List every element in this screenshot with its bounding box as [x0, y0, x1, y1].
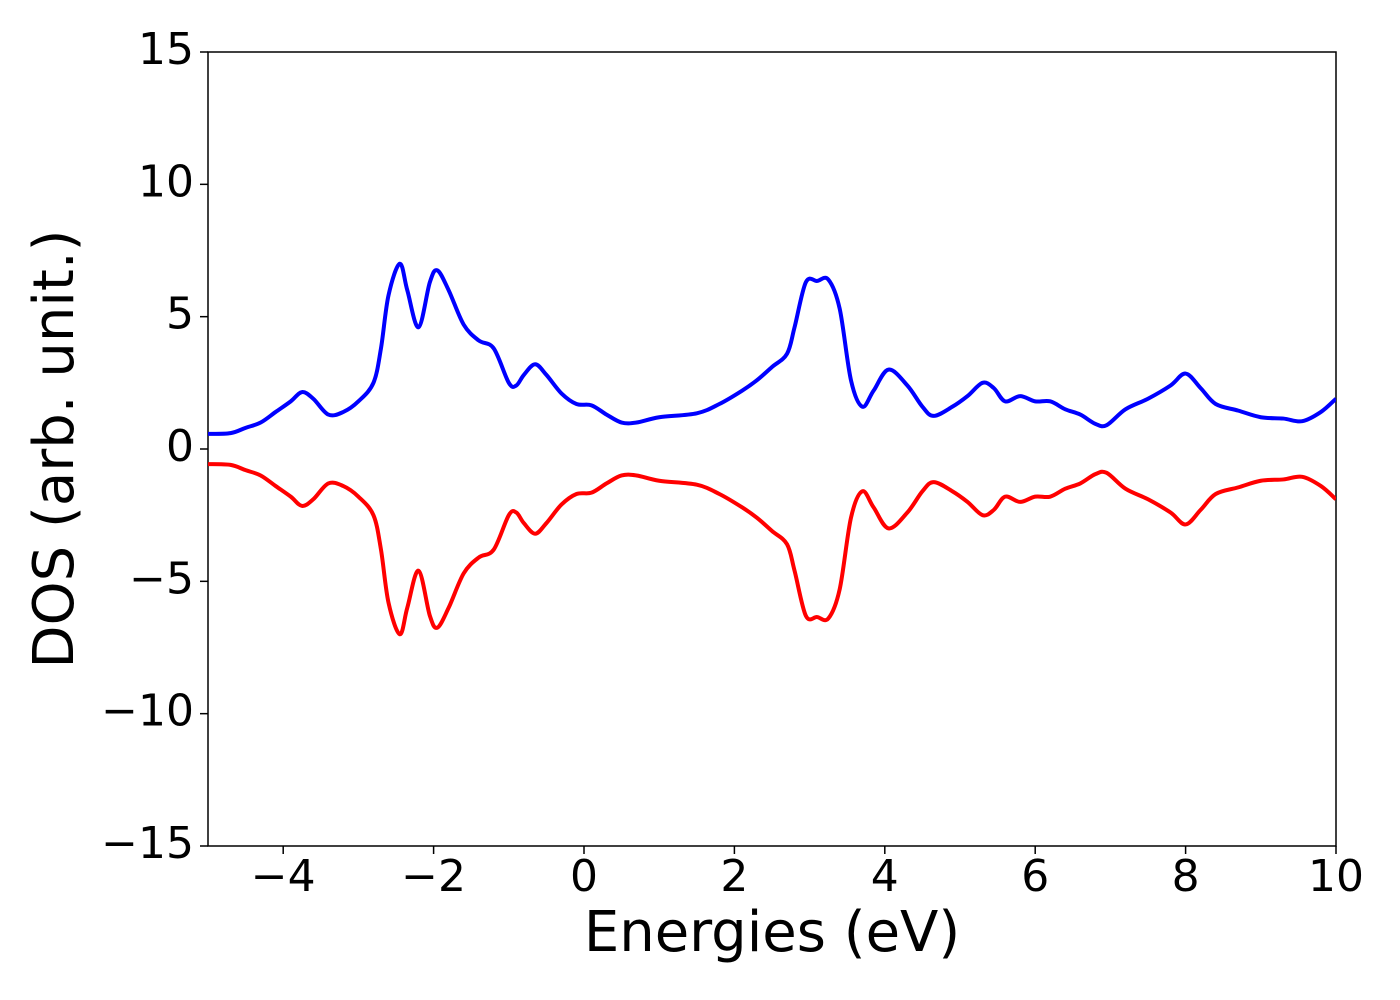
y-tick-label: −5 [129, 553, 194, 604]
x-tick-label: −4 [251, 851, 316, 902]
dos-line [208, 462, 1336, 637]
x-axis-label: Energies (eV) [584, 900, 960, 965]
x-tick-label: −2 [401, 851, 466, 902]
dos-line [208, 261, 1336, 436]
x-tick-label: 4 [871, 851, 899, 902]
y-axis-label: DOS (arb. unit.) [22, 229, 87, 668]
x-tick-label: 6 [1021, 851, 1049, 902]
y-tick-label: 15 [138, 24, 194, 75]
y-tick-label: 10 [138, 156, 194, 207]
x-tick-label: 2 [720, 851, 748, 902]
x-tick-label: 0 [570, 851, 598, 902]
y-tick-label: 0 [166, 421, 194, 472]
y-tick-label: 5 [166, 289, 194, 340]
y-tick-label: −15 [101, 818, 194, 869]
x-tick-label: 8 [1172, 851, 1200, 902]
x-tick-label: 10 [1308, 851, 1364, 902]
y-tick-label: −10 [101, 686, 194, 737]
plot-frame [207, 51, 1337, 847]
